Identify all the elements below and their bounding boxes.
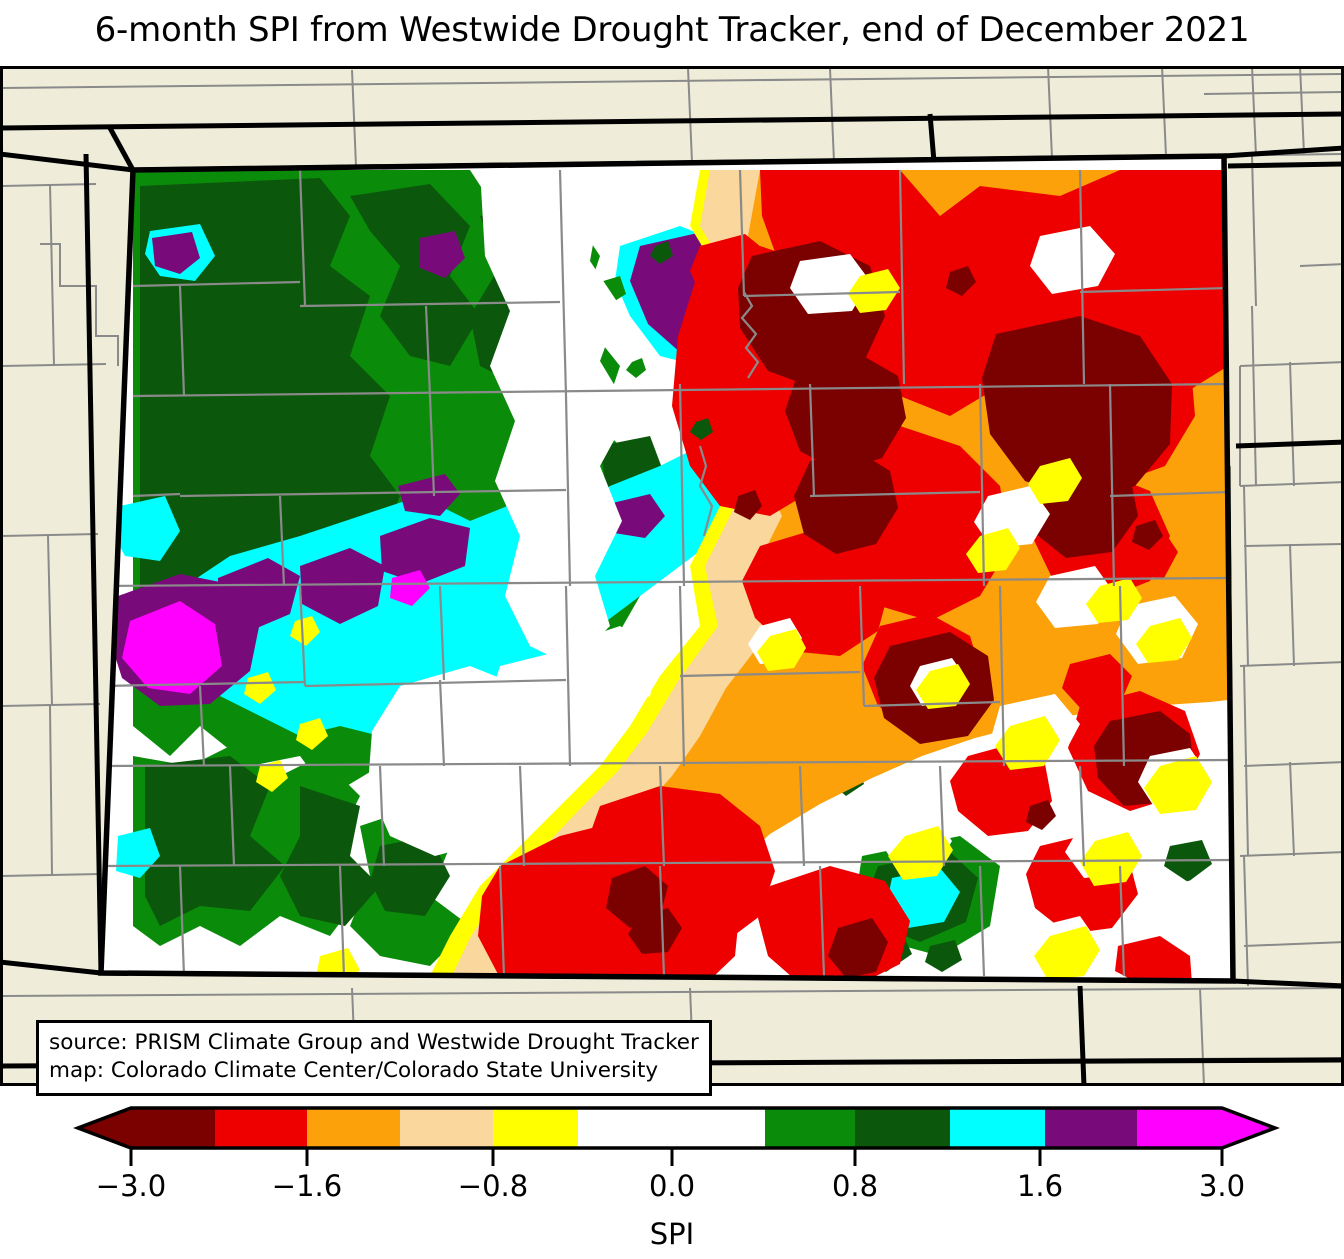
colorbar-tick-label-5: 1.6	[1017, 1169, 1063, 1203]
colorbar-band-2	[307, 1108, 400, 1148]
colorbar-tick-label-4: 0.8	[832, 1169, 878, 1203]
spi-contour-fill	[101, 156, 1233, 981]
colorbar-extend-max	[1222, 1108, 1275, 1148]
colorbar-band-4	[493, 1108, 578, 1148]
colorbar-band-9	[1045, 1108, 1137, 1148]
colorbar-band-10	[1137, 1108, 1222, 1148]
colorbar-svg: −3.0 −1.6 −0.8 0.0 0.8 1.6 3.0 SPI	[73, 1106, 1280, 1251]
colorbar-tick-label-0: −3.0	[96, 1169, 166, 1203]
colorbar-tick-label-2: −0.8	[458, 1169, 528, 1203]
map-panel	[0, 66, 1344, 1086]
contour-green-flecks-east	[626, 241, 713, 440]
colorbar-tick-label-1: −1.6	[272, 1169, 342, 1203]
colorbar-axis-label: SPI	[650, 1217, 694, 1251]
colorbar-tick-labels: −3.0 −1.6 −0.8 0.0 0.8 1.6 3.0	[96, 1169, 1245, 1203]
contour-inclusions	[244, 226, 1228, 981]
colorbar-swatches	[73, 1106, 1280, 1150]
colorbar-band-3	[400, 1108, 493, 1148]
colorbar-band-1	[215, 1108, 307, 1148]
colorbar-tick-label-3: 0.0	[649, 1169, 695, 1203]
map-svg	[0, 66, 1344, 1086]
colorbar-band-0	[131, 1108, 215, 1148]
colorado-county-lines	[101, 169, 1233, 977]
colorbar-ticks	[129, 1148, 1224, 1166]
colorbar-extend-min	[78, 1108, 131, 1148]
colorbar-band-7	[855, 1108, 950, 1148]
colorbar-tick-label-6: 3.0	[1199, 1169, 1245, 1203]
page-title: 6-month SPI from Westwide Drought Tracke…	[94, 10, 1250, 50]
colorbar-panel: −3.0 −1.6 −0.8 0.0 0.8 1.6 3.0 SPI	[0, 1096, 1344, 1259]
source-line-2: map: Colorado Climate Center/Colorado St…	[49, 1058, 659, 1084]
colorbar-band-6	[765, 1108, 855, 1148]
contour-white-central	[368, 170, 630, 856]
colorbar-band-8	[950, 1108, 1045, 1148]
colorbar-band-5	[578, 1108, 765, 1148]
source-attribution-box: source: PRISM Climate Group and Westwide…	[36, 1020, 712, 1096]
colorado-state-border	[98, 153, 1236, 984]
source-line-1: source: PRISM Climate Group and Westwide…	[49, 1030, 699, 1055]
